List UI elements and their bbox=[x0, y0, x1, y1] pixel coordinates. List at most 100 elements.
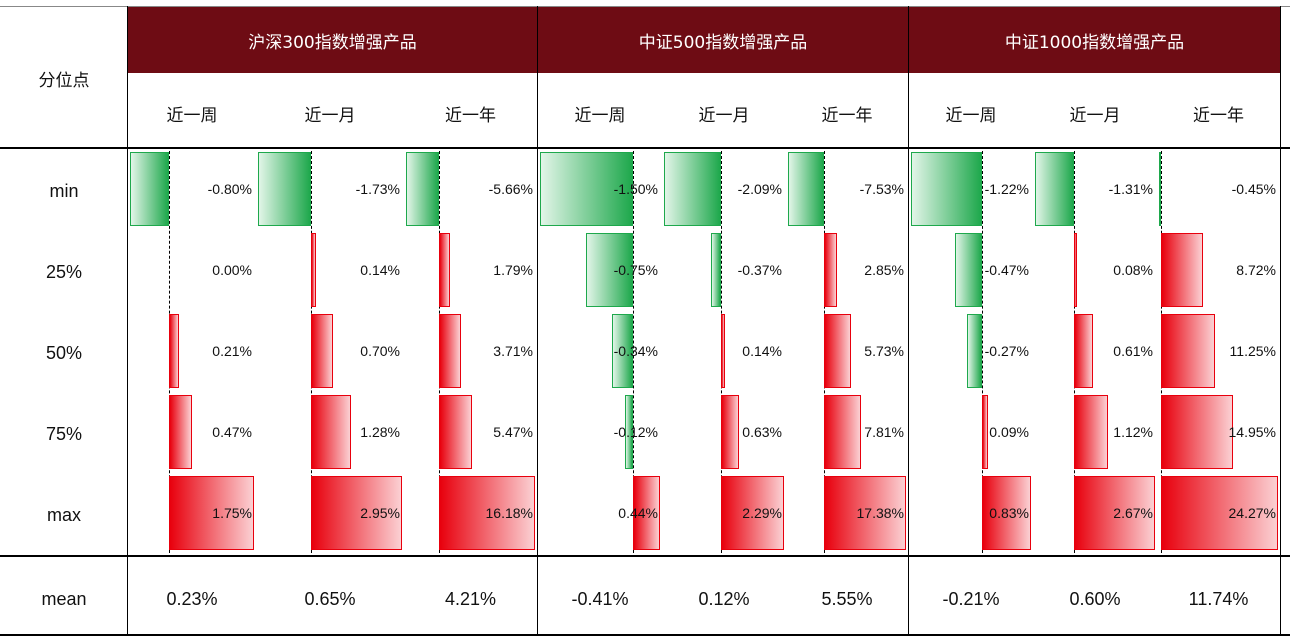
cell-value-label: -0.12% bbox=[613, 424, 658, 440]
negative-data-bar bbox=[1159, 152, 1162, 226]
cell-value-label: -0.34% bbox=[613, 343, 658, 359]
group-header-zz1000: 中证1000指数增强产品 bbox=[909, 7, 1280, 73]
cell-value-label: 0.44% bbox=[618, 505, 658, 521]
cell-value-label: 0.63% bbox=[742, 424, 782, 440]
positive-data-bar bbox=[168, 476, 254, 550]
period-header: 近一年 bbox=[445, 105, 496, 126]
cell-value-label: 2.95% bbox=[360, 505, 400, 521]
mean-value: 5.55% bbox=[821, 589, 873, 609]
positive-data-bar bbox=[1161, 314, 1216, 388]
cell-value-label: -7.53% bbox=[859, 181, 904, 197]
zero-axis-line bbox=[982, 151, 984, 553]
cell-value-label: 2.67% bbox=[1113, 505, 1153, 521]
mean-value: -0.41% bbox=[571, 589, 629, 609]
cell-value-label: -2.09% bbox=[737, 181, 782, 197]
row-label-min: min bbox=[49, 180, 79, 201]
period-header: 近一月 bbox=[304, 105, 356, 126]
positive-data-bar bbox=[168, 395, 192, 469]
negative-data-bar bbox=[711, 233, 722, 307]
positive-data-bar bbox=[1074, 395, 1109, 469]
cell-value-label: 0.83% bbox=[989, 505, 1029, 521]
cell-value-label: 0.70% bbox=[360, 343, 400, 359]
positive-data-bar bbox=[823, 233, 838, 307]
negative-data-bar bbox=[611, 314, 633, 388]
mean-value: -0.21% bbox=[942, 589, 1000, 609]
column-divider bbox=[908, 6, 909, 635]
positive-data-bar bbox=[439, 395, 472, 469]
positive-data-bar bbox=[823, 476, 906, 550]
negative-data-bar bbox=[911, 152, 983, 226]
cell-value-label: 0.47% bbox=[212, 424, 252, 440]
period-header: 近一周 bbox=[166, 105, 218, 126]
positive-data-bar bbox=[721, 476, 784, 550]
cell-value-label: 0.14% bbox=[742, 343, 782, 359]
cell-value-label: 7.81% bbox=[864, 424, 904, 440]
row-label-max: max bbox=[46, 504, 81, 525]
column-divider bbox=[537, 6, 538, 635]
cell-value-label: -1.50% bbox=[613, 181, 658, 197]
group-header-zz500: 中证500指数增强产品 bbox=[538, 7, 908, 73]
row-label-p25: 25% bbox=[45, 261, 83, 282]
positive-data-bar bbox=[721, 314, 726, 388]
cell-value-label: 16.18% bbox=[485, 505, 533, 521]
cell-value-label: 0.14% bbox=[360, 262, 400, 278]
mean-value: 0.60% bbox=[1069, 589, 1121, 609]
cell-value-label: 0.08% bbox=[1113, 262, 1153, 278]
cell-value-label: 11.25% bbox=[1229, 343, 1276, 359]
period-header: 近一月 bbox=[698, 105, 750, 126]
cell-value-label: 17.38% bbox=[856, 505, 904, 521]
positive-data-bar bbox=[632, 476, 660, 550]
cell-value-label: -0.27% bbox=[984, 343, 1029, 359]
cell-value-label: 0.00% bbox=[212, 262, 252, 278]
cell-value-label: -1.31% bbox=[1108, 181, 1153, 197]
cell-value-label: 0.09% bbox=[989, 424, 1029, 440]
cell-value-label: 1.79% bbox=[493, 262, 533, 278]
cell-value-label: 5.73% bbox=[864, 343, 904, 359]
cell-value-label: 1.12% bbox=[1113, 424, 1153, 440]
mean-value: 0.12% bbox=[698, 589, 750, 609]
positive-data-bar bbox=[311, 476, 402, 550]
cell-value-label: 5.47% bbox=[493, 424, 533, 440]
cell-value-label: -0.47% bbox=[984, 262, 1029, 278]
cell-value-label: 1.28% bbox=[360, 424, 400, 440]
negative-data-bar bbox=[954, 233, 983, 307]
positive-data-bar bbox=[439, 314, 462, 388]
positive-data-bar bbox=[1161, 233, 1204, 307]
cell-value-label: 3.71% bbox=[493, 343, 533, 359]
period-header: 近一年 bbox=[821, 105, 873, 126]
cell-value-label: -5.66% bbox=[488, 181, 533, 197]
positive-data-bar bbox=[1074, 233, 1077, 307]
positive-data-bar bbox=[823, 314, 851, 388]
positive-data-bar bbox=[311, 233, 316, 307]
positive-data-bar bbox=[1074, 476, 1155, 550]
negative-data-bar bbox=[130, 152, 169, 226]
negative-data-bar bbox=[258, 152, 312, 226]
cell-value-label: -0.37% bbox=[737, 262, 782, 278]
period-header: 近一月 bbox=[1069, 105, 1121, 126]
cell-value-label: 0.21% bbox=[212, 343, 252, 359]
mean-value: 4.21% bbox=[444, 589, 497, 609]
positive-data-bar bbox=[1161, 395, 1234, 469]
cell-value-label: 0.61% bbox=[1113, 343, 1153, 359]
positive-data-bar bbox=[721, 395, 739, 469]
negative-data-bar bbox=[540, 152, 633, 226]
cell-value-label: -1.73% bbox=[355, 181, 400, 197]
negative-data-bar bbox=[664, 152, 722, 226]
positive-data-bar bbox=[1074, 314, 1093, 388]
positive-data-bar bbox=[311, 395, 351, 469]
cell-value-label: 2.29% bbox=[742, 505, 782, 521]
header-divider bbox=[0, 147, 1290, 149]
zero-axis-line bbox=[632, 151, 634, 553]
cell-value-label: 8.72% bbox=[1236, 262, 1276, 278]
column-divider bbox=[127, 6, 128, 635]
cell-value-label: 1.75% bbox=[212, 505, 252, 521]
top-border bbox=[0, 6, 1290, 7]
negative-data-bar bbox=[586, 233, 633, 307]
mean-value: 0.65% bbox=[304, 589, 356, 609]
cell-value-label: -0.45% bbox=[1231, 181, 1276, 197]
positive-data-bar bbox=[168, 314, 180, 388]
cell-value-label: -0.80% bbox=[207, 181, 252, 197]
positive-data-bar bbox=[982, 476, 1031, 550]
row-label-p50: 50% bbox=[45, 342, 83, 363]
cell-value-label: 14.95% bbox=[1228, 424, 1276, 440]
